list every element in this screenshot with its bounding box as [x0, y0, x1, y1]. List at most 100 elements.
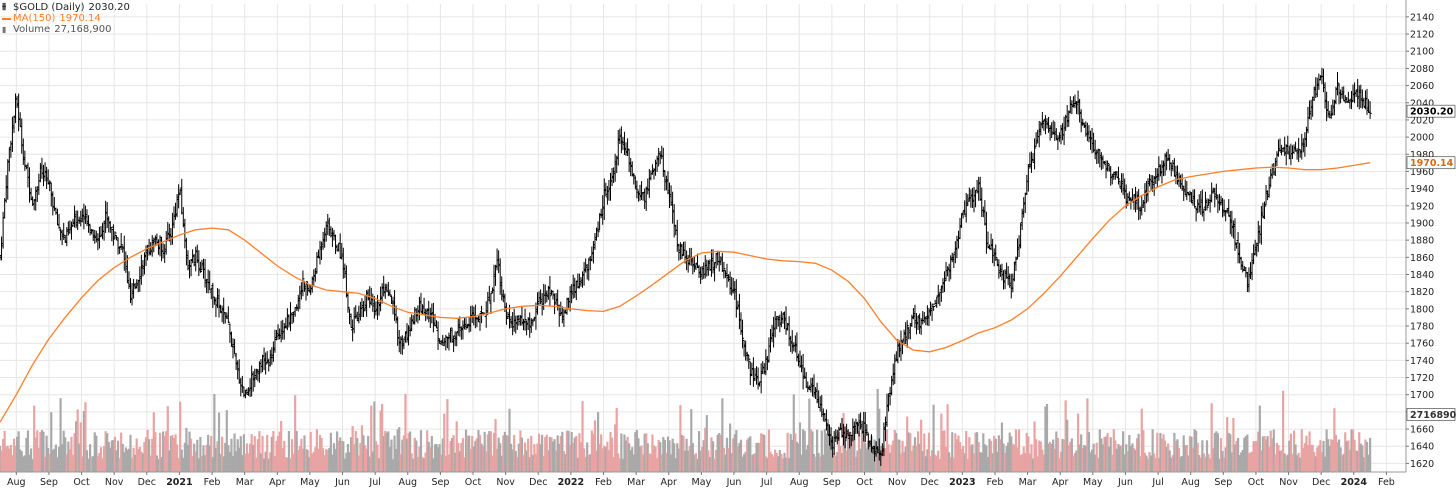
volume-bar: [729, 423, 732, 472]
volume-bar: [756, 442, 760, 472]
volume-bar: [803, 430, 806, 472]
volume-bar: [407, 433, 410, 472]
y-tick-label: 1900: [1410, 218, 1434, 229]
volume-bar: [935, 455, 938, 472]
volume-bar: [342, 441, 345, 472]
volume-bar: [677, 448, 680, 472]
volume-bar: [1137, 433, 1140, 472]
volume-bar: [767, 429, 771, 472]
x-axis: Aug Sep Oct Nov Dec 2021 Feb Mar Apr May Jun Jul Aug…: [0, 471, 1406, 488]
x-tick-label: Aug: [7, 477, 26, 488]
volume-bar: [910, 450, 913, 472]
volume-bar: [1050, 443, 1053, 472]
volume-bar: [270, 436, 273, 472]
volume-bar: [1033, 421, 1036, 472]
grid-lines: [0, 4, 1406, 472]
volume-bar: [688, 446, 691, 472]
volume-bar: [262, 458, 266, 472]
volume-bar: [286, 457, 289, 472]
volume-bar: [250, 434, 253, 472]
volume-bar: [449, 441, 452, 472]
volume-bar: [993, 435, 996, 472]
volume-bar: [121, 443, 124, 472]
volume-bar: [663, 439, 666, 472]
volume-bar: [1131, 443, 1134, 472]
ma-tag: 1970.14: [1410, 158, 1454, 169]
volume-bar: [1176, 439, 1179, 472]
y-tick-label: 2060: [1410, 81, 1434, 92]
volume-bar: [1087, 432, 1091, 472]
volume-bar: [1106, 433, 1109, 472]
volume-bar: [817, 453, 820, 472]
volume-bar: [820, 430, 823, 472]
volume-bar: [163, 436, 166, 472]
volume-bar: [753, 453, 757, 472]
volume-bar: [261, 435, 264, 472]
volume-bar: [236, 439, 239, 472]
volume-bar: [632, 454, 635, 472]
volume-bar: [697, 431, 701, 472]
volume-bar: [893, 429, 896, 472]
volume-bar: [848, 431, 851, 472]
volume-bar: [31, 459, 34, 472]
volume-bar: [596, 412, 600, 472]
y-tick-label: 2120: [1410, 30, 1434, 41]
volume-bar: [713, 458, 716, 472]
volume-bar: [340, 440, 343, 472]
volume-bar: [1219, 438, 1223, 472]
volume-bar: [1139, 456, 1142, 472]
volume-bar: [1129, 445, 1132, 472]
volume-bar: [606, 441, 609, 472]
volume-bar: [405, 438, 409, 472]
volume-bar: [902, 451, 906, 472]
volume-bar: [480, 443, 483, 472]
volume-bar: [76, 409, 79, 472]
volume-bar: [1011, 443, 1014, 472]
volume-bar: [618, 458, 621, 472]
x-tick-label: Jul: [368, 477, 380, 488]
volume-bar: [343, 458, 346, 472]
volume-bar: [1362, 457, 1366, 472]
volume-bar: [853, 430, 856, 472]
volume-bar: [440, 454, 443, 472]
volume-bar: [1058, 458, 1061, 472]
x-tick-label: Nov: [888, 477, 907, 488]
volume-bar: [736, 446, 739, 472]
volume-bar: [78, 443, 81, 472]
volume-bar: [275, 440, 278, 472]
volume-bar: [5, 446, 8, 472]
volume-bar: [200, 456, 204, 472]
volume-bar: [586, 442, 589, 472]
volume-bar: [1229, 434, 1232, 472]
volume-bar: [628, 443, 631, 472]
volume-bar: [1171, 455, 1174, 472]
volume-bar: [1014, 429, 1018, 472]
volume-bar: [940, 413, 943, 472]
volume-bar: [691, 443, 694, 472]
x-tick-label: Oct: [73, 477, 90, 488]
volume-bar: [443, 413, 446, 472]
volume-bar: [867, 440, 870, 472]
volume-bar: [937, 450, 940, 472]
volume-bar: [252, 445, 255, 472]
volume-bar: [831, 453, 834, 472]
volume-bar: [733, 434, 736, 472]
volume-bar: [783, 452, 786, 472]
ma-tag-box: [1406, 156, 1456, 170]
volume-bar: [351, 426, 354, 472]
volume-bar: [441, 438, 444, 472]
volume-bar: [1299, 457, 1302, 472]
volume-bar: [1030, 444, 1033, 472]
volume-bar: [267, 458, 270, 472]
volume-bar: [506, 435, 510, 472]
volume-bar: [1337, 439, 1341, 472]
volume-bar: [629, 450, 632, 472]
volume-bar: [1236, 437, 1240, 472]
volume-bar: [199, 436, 202, 472]
volume-bar: [924, 456, 927, 472]
volume-bar: [70, 436, 73, 472]
volume-bar: [399, 454, 402, 472]
volume-bar: [899, 453, 903, 472]
volume-bar: [1308, 431, 1311, 472]
volume-bar: [452, 435, 455, 472]
